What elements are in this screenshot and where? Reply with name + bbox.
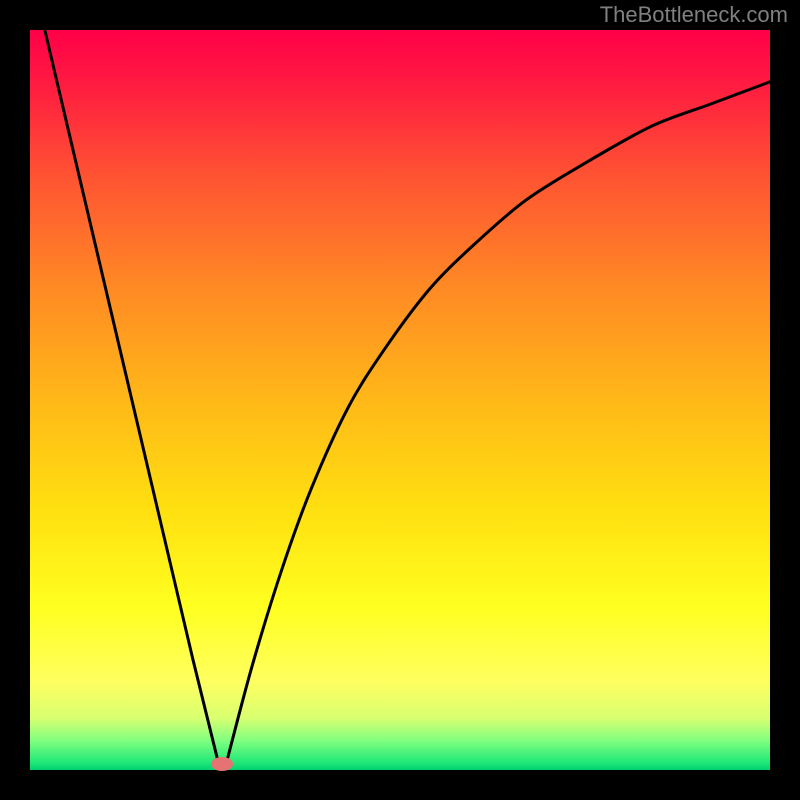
chart-plot-area xyxy=(30,30,770,770)
bottleneck-curve xyxy=(30,30,770,770)
optimal-point-marker xyxy=(211,757,233,771)
watermark-text: TheBottleneck.com xyxy=(600,2,788,28)
